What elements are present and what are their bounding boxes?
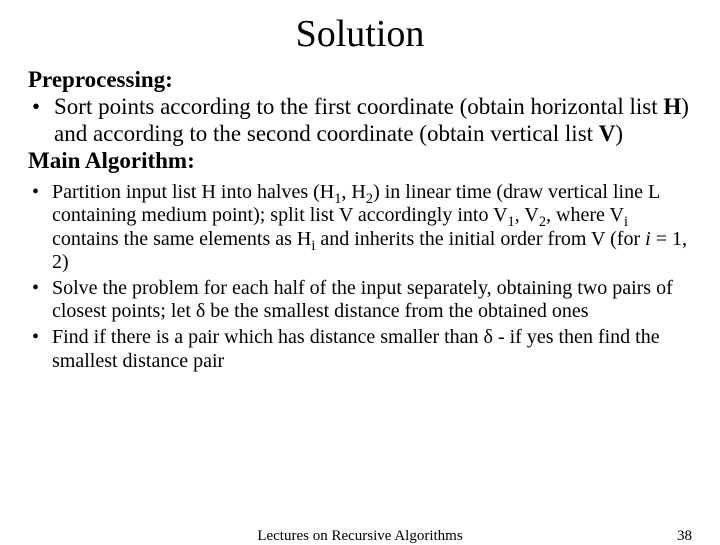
text-fragment: and inherits the initial order from V (f… (315, 228, 645, 250)
algo-bullet-3-text: Find if there is a pair which has distan… (52, 326, 692, 373)
algo-bullet-1-text: Partition input list H into halves (H1, … (52, 181, 692, 275)
preprocessing-bullet: • Sort points according to the first coo… (28, 93, 692, 147)
slide-title: Solution (28, 12, 692, 56)
bullet-icon: • (28, 93, 54, 147)
preprocessing-label: Preprocessing: (28, 66, 692, 93)
text-fragment: , V (515, 204, 539, 226)
bold-H: H (663, 94, 681, 119)
algo-bullet-2: • Solve the problem for each half of the… (28, 277, 692, 324)
algo-bullet-2-text: Solve the problem for each half of the i… (52, 277, 692, 324)
bold-V: V (599, 121, 616, 146)
bullet-icon: • (28, 181, 52, 275)
main-algorithm-block: • Partition input list H into halves (H1… (28, 181, 692, 374)
page-number: 38 (677, 528, 692, 545)
footer-title: Lectures on Recursive Algorithms (0, 528, 720, 545)
text-fragment: Partition input list H into halves (H (52, 181, 334, 203)
text-fragment: contains the same elements as H (52, 228, 311, 250)
algo-bullet-1: • Partition input list H into halves (H1… (28, 181, 692, 275)
text-fragment: ) (615, 121, 623, 146)
preprocessing-bullet-text: Sort points according to the first coord… (54, 93, 692, 147)
text-fragment: , where V (546, 204, 624, 226)
main-algorithm-label: Main Algorithm: (28, 147, 692, 174)
algo-bullet-3: • Find if there is a pair which has dist… (28, 326, 692, 373)
preprocessing-block: Preprocessing: • Sort points according t… (28, 66, 692, 175)
bullet-icon: • (28, 277, 52, 324)
text-fragment: , H (341, 181, 365, 203)
bullet-icon: • (28, 326, 52, 373)
text-fragment: Sort points according to the first coord… (54, 94, 663, 119)
